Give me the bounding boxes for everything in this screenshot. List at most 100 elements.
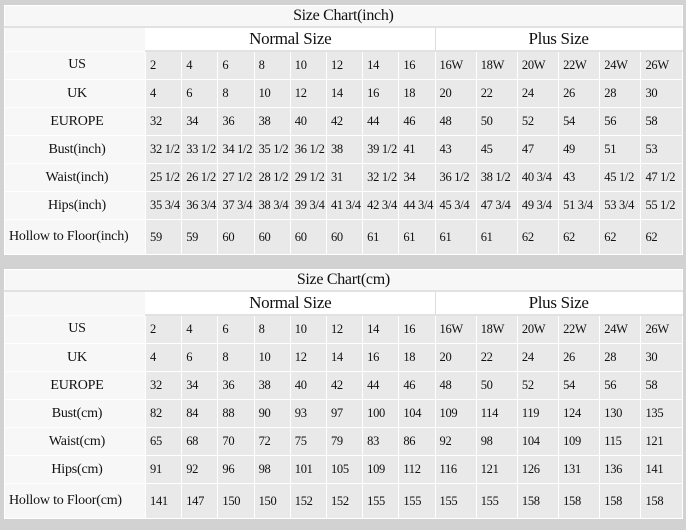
size-value-cell: 18W — [475, 50, 518, 80]
size-value-cell: 47 3/4 — [475, 191, 518, 220]
plus-size-header: Plus Size — [434, 290, 683, 316]
size-value-cell: 52 — [516, 107, 560, 136]
size-value-cell: 38 — [325, 135, 364, 164]
size-value-cell: 10 — [289, 314, 327, 344]
size-value-cell: 10 — [253, 343, 291, 372]
size-value-cell: 43 — [558, 163, 601, 192]
table-row: Waist(cm) 65 68 70 72 75 79 83 86 92 98 104 109 115 12… — [4, 427, 683, 456]
size-value-cell: 16 — [362, 343, 400, 372]
size-value-cell: 61 — [434, 219, 477, 255]
size-value-cell: 62 — [640, 219, 683, 255]
size-value-cell: 116 — [434, 455, 477, 484]
size-value-cell: 147 — [181, 483, 219, 519]
size-value-cell: 61 — [475, 219, 518, 255]
table-row: Bust(inch) 32 1/2 33 1/2 34 1/2 35 1/2 36 1/2… — [4, 135, 683, 164]
size-value-cell: 2 — [144, 314, 183, 344]
size-value-cell: 62 — [516, 219, 560, 255]
table-row: Bust(cm) 82 84 88 90 93 97 100 104 109 114 119 124 13… — [4, 399, 683, 428]
size-value-cell: 4 — [144, 343, 183, 372]
size-table: Size Chart(cm) Normal Size Plus Size US 2 4 6 8… — [4, 269, 683, 519]
size-value-cell: 109 — [362, 455, 400, 484]
chart-title: Size Chart(cm) — [4, 269, 683, 292]
size-value-cell: 93 — [289, 399, 327, 428]
table-row: EUROPE 32 34 36 38 40 42 44 46 48 50 52 54 56 58 — [4, 107, 683, 136]
size-value-cell: 26 — [558, 79, 601, 108]
size-value-cell: 30 — [640, 343, 683, 372]
size-value-cell: 10 — [253, 79, 291, 108]
size-table: Size Chart(inch) Normal Size Plus Size US 2 4… — [4, 5, 683, 255]
size-value-cell: 51 — [599, 135, 642, 164]
size-value-cell: 51 3/4 — [558, 191, 601, 220]
size-value-cell: 20 — [434, 343, 477, 372]
size-value-cell: 39 1/2 — [362, 135, 400, 164]
size-value-cell: 130 — [599, 399, 642, 428]
size-value-cell: 70 — [217, 427, 255, 456]
size-value-cell: 61 — [362, 219, 400, 255]
size-value-cell: 44 3/4 — [398, 191, 436, 220]
size-value-cell: 158 — [558, 483, 601, 519]
size-value-cell: 41 — [398, 135, 436, 164]
size-value-cell: 8 — [217, 79, 255, 108]
size-chart-cm: Size Chart(cm) Normal Size Plus Size US 2 4 6 8… — [4, 269, 683, 519]
row-label: US — [4, 50, 146, 80]
size-value-cell: 44 — [362, 107, 400, 136]
size-value-cell: 22W — [558, 50, 601, 80]
size-value-cell: 141 — [144, 483, 183, 519]
size-value-cell: 24 — [516, 343, 560, 372]
size-value-cell: 4 — [181, 50, 219, 80]
size-value-cell: 101 — [289, 455, 327, 484]
size-value-cell: 32 1/2 — [362, 163, 400, 192]
size-value-cell: 35 1/2 — [253, 135, 291, 164]
size-value-cell: 32 1/2 — [144, 135, 183, 164]
size-value-cell: 16 — [398, 50, 436, 80]
size-value-cell: 98 — [475, 427, 518, 456]
size-value-cell: 59 — [181, 219, 219, 255]
size-value-cell: 45 3/4 — [434, 191, 477, 220]
size-value-cell: 155 — [475, 483, 518, 519]
size-value-cell: 100 — [362, 399, 400, 428]
size-value-cell: 60 — [253, 219, 291, 255]
size-value-cell: 88 — [217, 399, 255, 428]
size-value-cell: 61 — [398, 219, 436, 255]
size-value-cell: 42 — [325, 371, 364, 400]
size-value-cell: 48 — [434, 371, 477, 400]
row-label: UK — [4, 343, 146, 372]
size-value-cell: 48 — [434, 107, 477, 136]
size-value-cell: 155 — [434, 483, 477, 519]
row-label: Bust(cm) — [4, 399, 146, 428]
size-value-cell: 150 — [253, 483, 291, 519]
size-value-cell: 28 1/2 — [253, 163, 291, 192]
table-row: Hollow to Floor(inch) 59 59 60 60 60 60 61 61 61 6… — [4, 219, 683, 255]
size-value-cell: 44 — [362, 371, 400, 400]
size-value-cell: 98 — [253, 455, 291, 484]
size-value-cell: 16W — [434, 314, 477, 344]
table-row: UK 4 6 8 10 12 14 16 18 20 22 24 26 28 30 — [4, 79, 683, 108]
size-value-cell: 62 — [599, 219, 642, 255]
size-chart-inch: Size Chart(inch) Normal Size Plus Size US 2 4… — [4, 5, 683, 255]
size-value-cell: 119 — [516, 399, 560, 428]
size-value-cell: 36 1/2 — [289, 135, 327, 164]
size-value-cell: 16 — [398, 314, 436, 344]
size-value-cell: 20 — [434, 79, 477, 108]
size-value-cell: 97 — [325, 399, 364, 428]
size-value-cell: 136 — [599, 455, 642, 484]
size-value-cell: 158 — [599, 483, 642, 519]
size-value-cell: 29 1/2 — [289, 163, 327, 192]
size-value-cell: 20W — [516, 314, 560, 344]
row-label: Waist(cm) — [4, 427, 146, 456]
size-value-cell: 135 — [640, 399, 683, 428]
size-value-cell: 86 — [398, 427, 436, 456]
size-value-cell: 53 — [640, 135, 683, 164]
size-value-cell: 126 — [516, 455, 560, 484]
size-value-cell: 45 1/2 — [599, 163, 642, 192]
size-value-cell: 12 — [289, 343, 327, 372]
table-row: Waist(inch) 25 1/2 26 1/2 27 1/2 28 1/2 29 1/… — [4, 163, 683, 192]
size-value-cell: 58 — [640, 371, 683, 400]
size-value-cell: 10 — [289, 50, 327, 80]
size-value-cell: 16W — [434, 50, 477, 80]
table-row: EUROPE 32 34 36 38 40 42 44 46 48 50 52 54 56 58 — [4, 371, 683, 400]
size-value-cell: 155 — [398, 483, 436, 519]
size-value-cell: 40 3/4 — [516, 163, 560, 192]
size-value-cell: 8 — [253, 314, 291, 344]
size-value-cell: 6 — [181, 79, 219, 108]
